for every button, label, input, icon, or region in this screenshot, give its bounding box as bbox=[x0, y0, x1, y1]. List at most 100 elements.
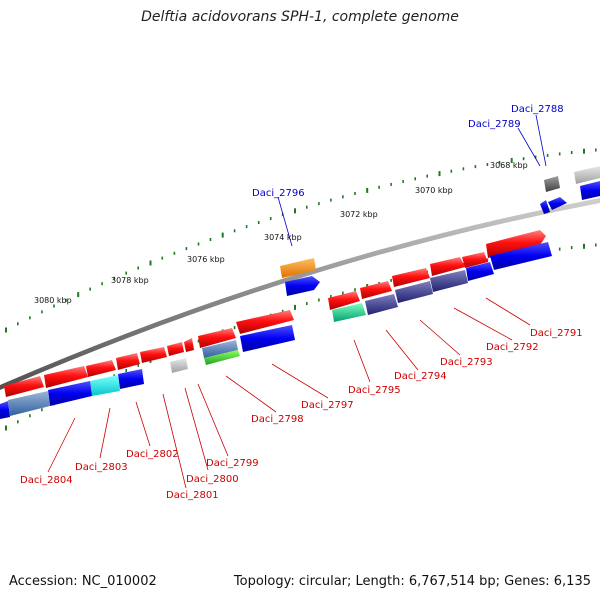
outer-tick bbox=[390, 182, 392, 186]
gene-feature-2799[interactable] bbox=[184, 338, 194, 352]
inner-tick bbox=[558, 247, 561, 251]
gene-feature-2804a[interactable] bbox=[44, 366, 88, 388]
outer-tick bbox=[438, 171, 441, 177]
gene-label-2802[interactable]: Daci_2802 bbox=[126, 449, 179, 460]
gene-feature-2789[interactable] bbox=[548, 197, 567, 210]
outer-tick bbox=[185, 247, 188, 251]
inner-tick bbox=[318, 298, 320, 302]
inner-tick bbox=[125, 369, 127, 372]
gene-label-2798[interactable]: Daci_2798 bbox=[251, 414, 304, 425]
leader-lines-reverse bbox=[277, 114, 547, 247]
gene-label-2792[interactable]: Daci_2792 bbox=[486, 342, 539, 353]
outer-tick bbox=[161, 256, 164, 260]
outer-tick bbox=[378, 185, 380, 189]
gene-feature-2801[interactable] bbox=[140, 347, 167, 363]
outer-tick bbox=[77, 292, 80, 298]
gene-feature-right-blue[interactable] bbox=[580, 181, 600, 200]
gene-feature-2800r[interactable] bbox=[170, 358, 188, 373]
gene-feature-2798[interactable] bbox=[198, 328, 236, 348]
gene-feature-2792[interactable] bbox=[462, 252, 488, 268]
inner-tick bbox=[5, 425, 7, 431]
gene-label-2804[interactable]: Daci_2804 bbox=[20, 475, 73, 486]
gene-feature-2803[interactable] bbox=[86, 360, 116, 377]
gene-feature-2797[interactable] bbox=[236, 310, 294, 334]
outer-tick bbox=[221, 232, 224, 238]
inner-tick bbox=[354, 288, 356, 292]
gene-feature-2796[interactable] bbox=[285, 276, 320, 296]
gene-feature-2797r[interactable] bbox=[240, 325, 295, 352]
gene-feature-2804r[interactable] bbox=[48, 381, 92, 406]
outer-tick bbox=[294, 208, 296, 214]
gene-feature-2791r[interactable] bbox=[490, 242, 552, 270]
gene-feature-2792r[interactable] bbox=[466, 262, 494, 281]
outer-tick bbox=[65, 298, 67, 302]
outer-tick bbox=[17, 322, 19, 326]
outer-tick bbox=[113, 276, 115, 280]
outer-scale-ticks bbox=[5, 148, 597, 333]
gene-label-2801[interactable]: Daci_2801 bbox=[166, 490, 219, 501]
scale-label-3080: 3080 kbp bbox=[34, 296, 72, 305]
gene-feature-2793r[interactable] bbox=[430, 270, 468, 292]
outer-tick bbox=[53, 304, 55, 308]
gene-feature-2796-orange[interactable] bbox=[280, 258, 316, 278]
gene-feature-2795t[interactable] bbox=[332, 303, 366, 322]
gene-feature-2795b[interactable] bbox=[328, 291, 360, 310]
gene-feature-2798g[interactable] bbox=[204, 350, 240, 365]
outer-tick bbox=[522, 157, 525, 161]
scale-label-3078: 3078 kbp bbox=[111, 276, 149, 285]
gene-label-2788[interactable]: Daci_2788 bbox=[511, 104, 564, 115]
outer-tick bbox=[546, 153, 549, 157]
gene-feature-right-gray[interactable] bbox=[574, 166, 600, 184]
gene-feature-2804s[interactable] bbox=[8, 391, 50, 416]
gene-feature-2794[interactable] bbox=[392, 268, 430, 287]
gene-feature-2789b[interactable] bbox=[540, 200, 550, 214]
outer-tick bbox=[233, 229, 236, 233]
outer-tick bbox=[41, 310, 43, 314]
inner-tick bbox=[486, 258, 489, 262]
outer-tick bbox=[306, 205, 308, 209]
outer-tick bbox=[173, 251, 176, 255]
inner-tick bbox=[390, 278, 392, 282]
inner-tick bbox=[570, 246, 573, 250]
gene-label-2794[interactable]: Daci_2794 bbox=[394, 371, 447, 382]
gene-feature-2788[interactable] bbox=[544, 176, 560, 192]
outer-tick bbox=[510, 158, 513, 163]
inner-tick bbox=[41, 408, 43, 412]
gene-feature-2800[interactable] bbox=[167, 342, 184, 356]
outer-tick bbox=[570, 151, 573, 154]
outer-tick bbox=[595, 148, 597, 152]
gene-feature-2802[interactable] bbox=[116, 353, 140, 370]
gene-label-2803[interactable]: Daci_2803 bbox=[75, 462, 128, 473]
outer-tick bbox=[149, 260, 152, 266]
leader-lines-forward bbox=[47, 297, 531, 489]
outer-tick bbox=[269, 217, 272, 220]
outer-tick bbox=[462, 167, 465, 171]
gene-label-2799[interactable]: Daci_2799 bbox=[206, 458, 259, 469]
gene-label-2789[interactable]: Daci_2789 bbox=[468, 119, 521, 130]
outer-tick bbox=[197, 242, 200, 246]
gene-feature-2804t[interactable] bbox=[0, 401, 10, 419]
gene-label-2795[interactable]: Daci_2795 bbox=[348, 385, 401, 396]
gene-feature-2803r[interactable] bbox=[118, 369, 144, 389]
gene-feature-2793[interactable] bbox=[430, 257, 465, 276]
gene-label-2796[interactable]: Daci_2796 bbox=[252, 188, 305, 199]
outer-tick bbox=[498, 160, 501, 164]
inner-tick bbox=[17, 420, 19, 424]
inner-tick bbox=[342, 291, 344, 295]
gene-feature-2791[interactable] bbox=[486, 230, 546, 258]
gene-label-2793[interactable]: Daci_2793 bbox=[440, 357, 493, 368]
outer-tick bbox=[486, 163, 489, 166]
gene-label-2797[interactable]: Daci_2797 bbox=[301, 400, 354, 411]
inner-tick bbox=[281, 309, 284, 313]
gene-label-2800[interactable]: Daci_2800 bbox=[186, 474, 239, 485]
gene-feature-2794r[interactable] bbox=[395, 281, 433, 303]
gene-feature-2803c[interactable] bbox=[90, 375, 120, 396]
gene-feature-2795r[interactable] bbox=[365, 294, 398, 315]
outer-tick bbox=[245, 225, 248, 229]
gene-feature-2798r[interactable] bbox=[202, 340, 238, 358]
gene-feature-2795a[interactable] bbox=[360, 281, 392, 299]
gene-feature-2804b[interactable] bbox=[4, 376, 44, 397]
gene-label-2791[interactable]: Daci_2791 bbox=[530, 328, 583, 339]
outer-tick bbox=[474, 165, 477, 169]
